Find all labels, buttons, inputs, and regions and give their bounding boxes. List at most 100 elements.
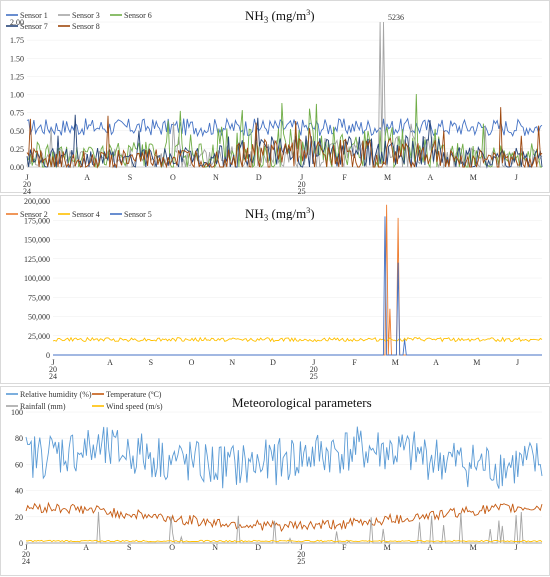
y-tick-label: 20 (15, 513, 23, 522)
x-tick-label: N (213, 173, 219, 182)
y-tick-label: 0.25 (10, 145, 24, 154)
x-tick-label: A (427, 543, 433, 552)
legend-label: Wind speed (m/s) (106, 402, 163, 411)
x-tick-label: O (170, 173, 176, 182)
x-tick-label: J (300, 543, 303, 552)
x-year-label: 24 (49, 372, 57, 381)
panel-1-peak-annotation: 5236 (388, 13, 404, 22)
y-tick-label: 40 (15, 487, 23, 496)
series-line (26, 107, 543, 169)
chart-panel-2: NH3 (mg/m3) 0 25,000 50,000 75,000 100,000 12… (6, 197, 543, 381)
x-year-label: 24 (22, 557, 30, 566)
x-tick-label: A (84, 173, 90, 182)
series-line (52, 336, 543, 343)
x-tick-label: M (470, 543, 477, 552)
x-tick-label: O (189, 358, 195, 367)
y-tick-label: 2.00 (10, 18, 24, 27)
y-tick-label: 1.50 (10, 54, 24, 63)
x-year-label: 20 (23, 180, 31, 189)
series-line (26, 21, 543, 169)
y-tick-label: 100,000 (24, 274, 50, 283)
y-tick-label: 50,000 (28, 313, 50, 322)
legend-label: Sensor 8 (72, 22, 100, 31)
y-tick-label: 0 (46, 351, 50, 360)
y-tick-label: 175,000 (24, 216, 50, 225)
x-year-label: 25 (310, 372, 318, 381)
x-tick-label: M (392, 358, 399, 367)
series-line (25, 501, 543, 533)
y-tick-label: 1.25 (10, 72, 24, 81)
y-tick-label: 100 (11, 408, 23, 417)
legend-label: Sensor 1 (20, 11, 48, 20)
chart-panel-3: Meteorological parameters 020406080100J2… (6, 390, 543, 566)
x-tick-label: D (255, 543, 261, 552)
x-tick-label: M (473, 358, 480, 367)
x-tick-label: N (229, 358, 235, 367)
legend-label: Rainfall (mm) (20, 402, 66, 411)
x-tick-label: O (169, 543, 175, 552)
panel-3-title: Meteorological parameters (232, 395, 372, 410)
x-year-label: 20 (49, 365, 57, 374)
x-tick-label: S (127, 543, 131, 552)
x-tick-label: A (428, 173, 434, 182)
series-line (53, 216, 542, 356)
legend-label: Temperature (ºC) (106, 390, 162, 399)
y-tick-label: 75,000 (28, 293, 50, 302)
x-tick-label: F (342, 173, 347, 182)
legend-label: Sensor 7 (20, 22, 48, 31)
x-tick-label: J (51, 358, 54, 367)
panel-1-title: NH3 (mg/m3) (245, 8, 315, 25)
legend-label: Sensor 3 (72, 11, 100, 20)
x-year-label: 20 (22, 550, 30, 559)
chart-panel-1: NH3 (mg/m3) 5236 0.00 0.25 0.50 0.75 1.00 1.2… (6, 8, 543, 196)
x-tick-label: A (83, 543, 89, 552)
y-tick-label: 60 (15, 460, 23, 469)
x-tick-label: J (515, 543, 518, 552)
y-tick-label: 200,000 (24, 197, 50, 206)
legend-label: Sensor 2 (20, 210, 48, 219)
panel-2-title: NH3 (mg/m3) (245, 206, 315, 223)
x-tick-label: D (256, 173, 262, 182)
series-line (26, 117, 543, 138)
x-year-label: 25 (297, 557, 305, 566)
legend-label: Relative humidity (%) (20, 390, 92, 399)
x-tick-label: N (212, 543, 218, 552)
x-year-label: 25 (298, 187, 306, 196)
y-tick-label: 80 (15, 434, 23, 443)
x-tick-label: A (433, 358, 439, 367)
y-tick-label: 0.75 (10, 109, 24, 118)
x-tick-label: S (128, 173, 132, 182)
x-year-label: 20 (297, 550, 305, 559)
y-tick-label: 1.00 (10, 91, 24, 100)
y-tick-label: 0.00 (10, 163, 24, 172)
x-tick-label: D (270, 358, 276, 367)
series-line (25, 426, 543, 489)
series-line (53, 204, 542, 356)
x-year-label: 24 (23, 187, 31, 196)
x-year-label: 20 (310, 365, 318, 374)
x-tick-label: J (515, 173, 518, 182)
y-tick-label: 0 (19, 539, 23, 548)
y-tick-label: 25,000 (28, 332, 50, 341)
x-tick-label: J (300, 173, 303, 182)
y-tick-label: 0.50 (10, 127, 24, 136)
legend-label: Sensor 5 (124, 210, 152, 219)
x-tick-label: A (107, 358, 113, 367)
x-tick-label: J (516, 358, 519, 367)
y-tick-label: 150,000 (24, 236, 50, 245)
x-year-label: 20 (298, 180, 306, 189)
x-tick-label: M (384, 543, 391, 552)
series-line (25, 539, 543, 543)
y-tick-label: 1.75 (10, 36, 24, 45)
x-tick-label: M (384, 173, 391, 182)
x-tick-label: J (24, 543, 27, 552)
y-tick-label: 125,000 (24, 255, 50, 264)
legend-label: Sensor 6 (124, 11, 152, 20)
x-tick-label: F (342, 543, 347, 552)
legend-label: Sensor 4 (72, 210, 100, 219)
series-line (26, 511, 542, 544)
x-tick-label: F (352, 358, 357, 367)
x-tick-label: J (25, 173, 28, 182)
x-tick-label: S (149, 358, 153, 367)
